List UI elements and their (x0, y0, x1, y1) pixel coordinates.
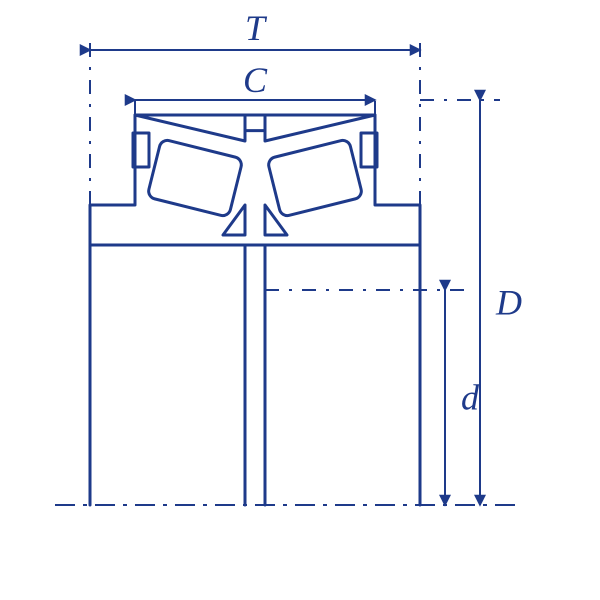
roller-left (147, 139, 243, 218)
label-d: d (461, 378, 480, 418)
roller-right (267, 139, 363, 218)
label-D: D (495, 283, 522, 323)
center-notch (245, 115, 265, 131)
outer-housing-outline (90, 115, 420, 505)
label-C: C (243, 60, 268, 100)
label-T: T (245, 8, 268, 48)
outer-race-v (135, 115, 375, 141)
